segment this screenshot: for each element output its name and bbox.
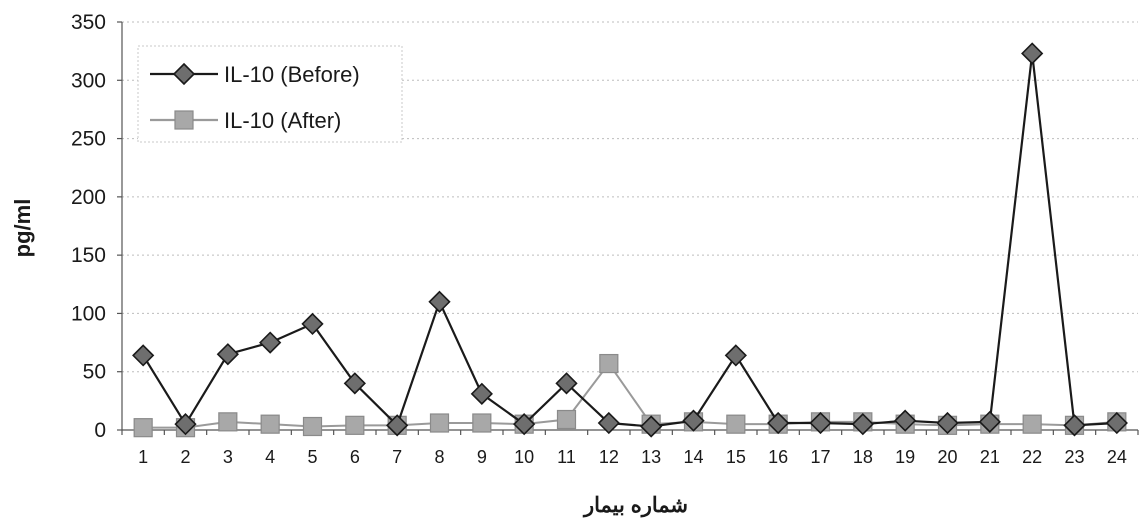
x-tick-label: 10 bbox=[514, 447, 534, 467]
x-tick-label: 23 bbox=[1064, 447, 1084, 467]
data-point bbox=[260, 414, 280, 434]
data-point bbox=[640, 415, 663, 438]
data-point bbox=[133, 418, 153, 438]
data-point bbox=[132, 344, 155, 367]
data-point bbox=[599, 353, 619, 374]
data-point bbox=[302, 416, 323, 437]
y-tick-label: 250 bbox=[71, 128, 106, 151]
x-tick-label: 21 bbox=[980, 447, 1000, 467]
data-point bbox=[216, 343, 239, 366]
x-tick-label: 13 bbox=[641, 447, 661, 467]
data-point bbox=[174, 413, 197, 436]
x-tick-label: 8 bbox=[434, 447, 444, 467]
data-point bbox=[894, 409, 917, 432]
x-tick-label: 17 bbox=[810, 447, 830, 467]
y-tick-label: 350 bbox=[71, 11, 106, 34]
data-point bbox=[556, 409, 577, 430]
data-point bbox=[767, 411, 790, 435]
series-before bbox=[132, 42, 1128, 438]
data-point bbox=[470, 382, 493, 405]
data-point bbox=[1105, 411, 1128, 435]
legend-entry: IL-10 (After) bbox=[150, 108, 341, 133]
x-tick-label: 11 bbox=[557, 447, 576, 467]
y-axis-title: pg/ml bbox=[10, 199, 35, 258]
x-tick-label: 7 bbox=[392, 447, 402, 467]
data-point bbox=[429, 413, 450, 433]
data-point bbox=[936, 411, 959, 435]
x-tick-label: 9 bbox=[477, 447, 487, 467]
data-point bbox=[724, 344, 747, 367]
x-tick-label: 6 bbox=[350, 447, 360, 467]
legend-label: IL-10 (After) bbox=[224, 108, 341, 133]
data-point bbox=[472, 413, 492, 433]
data-point bbox=[218, 412, 238, 432]
data-point bbox=[513, 413, 536, 436]
x-tick-label: 22 bbox=[1022, 447, 1042, 467]
y-tick-label: 100 bbox=[71, 302, 106, 325]
data-point bbox=[682, 409, 705, 432]
data-point bbox=[345, 415, 365, 435]
y-tick-label: 150 bbox=[71, 244, 106, 267]
y-tick-labels: 0 50 100 150 200 250 300 350 bbox=[71, 11, 106, 442]
x-tick-label: 19 bbox=[895, 447, 915, 467]
x-tick-label: 4 bbox=[265, 447, 275, 467]
axes bbox=[117, 21, 1139, 435]
x-tick-label: 2 bbox=[180, 447, 190, 467]
data-point bbox=[978, 410, 1001, 433]
legend-swatch-marker bbox=[172, 62, 196, 86]
series-line bbox=[143, 361, 1117, 429]
x-tick-label: 20 bbox=[937, 447, 957, 467]
data-point bbox=[386, 414, 409, 437]
data-point bbox=[851, 413, 874, 436]
y-tick-label: 200 bbox=[71, 186, 106, 209]
x-tick-labels: 1 2 3 4 5 6 7 8 9 10 11 12 13 14 15 16 17 18 19 20 21 22 23 24 bbox=[138, 447, 1127, 467]
y-tick-label: 0 bbox=[94, 419, 106, 442]
x-tick-label: 18 bbox=[853, 447, 873, 467]
data-point bbox=[597, 411, 620, 435]
x-tick-label: 1 bbox=[138, 447, 148, 467]
data-point bbox=[1022, 414, 1042, 434]
data-point bbox=[1063, 414, 1086, 437]
gridlines bbox=[122, 21, 1138, 373]
x-tick-label: 16 bbox=[768, 447, 788, 467]
legend-swatch-marker bbox=[174, 110, 194, 130]
x-tick-label: 24 bbox=[1107, 447, 1127, 467]
x-tick-label: 5 bbox=[307, 447, 317, 467]
legend-label: IL-10 (Before) bbox=[224, 62, 360, 87]
x-tick-label: 3 bbox=[223, 447, 233, 467]
data-point bbox=[428, 290, 451, 313]
x-axis-title: شماره بیمار bbox=[582, 494, 688, 518]
legend: IL-10 (Before) IL-10 (After) bbox=[137, 45, 403, 143]
series bbox=[132, 42, 1128, 438]
legend-entry: IL-10 (Before) bbox=[150, 62, 360, 87]
x-tick-label: 12 bbox=[599, 447, 619, 467]
data-point bbox=[809, 411, 832, 435]
y-tick-label: 300 bbox=[71, 69, 106, 92]
data-point bbox=[555, 372, 578, 395]
data-point bbox=[726, 414, 746, 434]
x-tick-label: 15 bbox=[726, 447, 746, 467]
y-tick-label: 50 bbox=[83, 361, 106, 384]
x-tick-label: 14 bbox=[683, 447, 703, 467]
data-point bbox=[301, 312, 324, 336]
data-point bbox=[1021, 42, 1044, 65]
data-point bbox=[343, 372, 366, 395]
data-point bbox=[259, 331, 282, 354]
